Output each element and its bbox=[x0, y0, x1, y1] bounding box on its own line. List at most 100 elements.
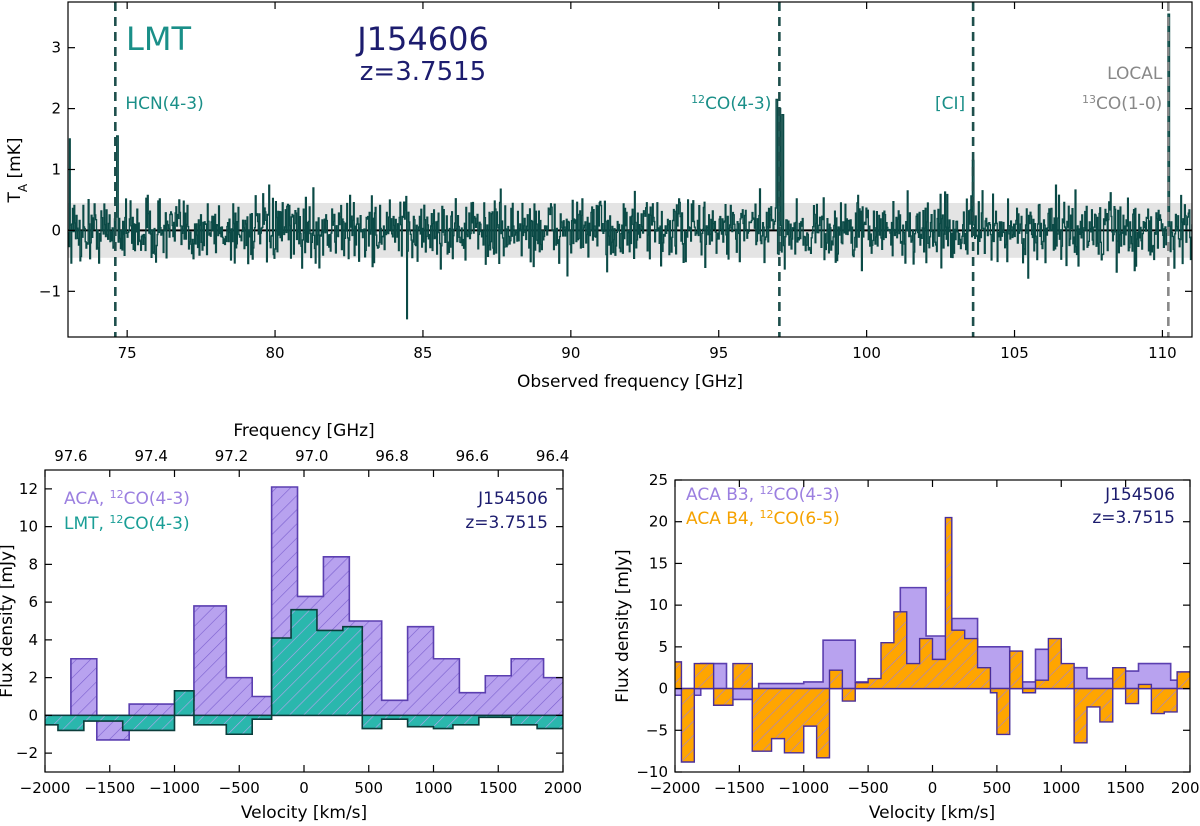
legend-sup: 12 bbox=[760, 484, 774, 497]
y-tick-label: 5 bbox=[658, 638, 668, 656]
top-tick-label: 97.0 bbox=[295, 447, 328, 465]
x-tick-label: 1500 bbox=[1107, 779, 1145, 797]
line-label: [CI] bbox=[935, 94, 965, 114]
y-axis-sub: A bbox=[16, 183, 30, 192]
x-tick-label: −500 bbox=[219, 779, 260, 797]
y-axis-label: Flux density [mJy] bbox=[0, 544, 17, 697]
x-tick-label: 2000 bbox=[544, 779, 582, 797]
y-tick-label: 3 bbox=[51, 39, 61, 57]
x-tick-label: 100 bbox=[852, 344, 881, 362]
line-label-name: [CI] bbox=[935, 94, 965, 114]
legend-sup: 12 bbox=[109, 513, 123, 526]
x-tick-label: 95 bbox=[709, 344, 728, 362]
top-tick-label: 96.8 bbox=[375, 447, 408, 465]
x-tick-label: −500 bbox=[848, 779, 889, 797]
y-tick-label: 10 bbox=[649, 596, 668, 614]
y-tick-label: 0 bbox=[658, 680, 668, 698]
x-tick-label: 1000 bbox=[414, 779, 452, 797]
y-tick-label: 4 bbox=[28, 631, 38, 649]
legend-prefix: ACA B3, bbox=[686, 485, 760, 505]
legend-suffix: CO(4-3) bbox=[123, 514, 189, 534]
legend-entry: LMT, 12CO(4-3) bbox=[64, 513, 190, 535]
x-tick-label: −2000 bbox=[650, 779, 701, 797]
top-tick-label: 96.4 bbox=[536, 447, 569, 465]
y-tick-label: 12 bbox=[19, 480, 38, 498]
top-tick-label: 97.2 bbox=[215, 447, 248, 465]
x-tick-label: 2000 bbox=[1171, 779, 1200, 797]
line-labels: HCN(4-3) 12CO(4-3) [CI] 13CO(1-0) LOCAL bbox=[125, 64, 1163, 114]
y-axis-unit: [mK] bbox=[5, 138, 25, 184]
y-tick-label: 2 bbox=[28, 669, 38, 687]
x-tick-label: 90 bbox=[561, 344, 580, 362]
x-ticks: −2000 −1500 −1000 −500 0 500 1000 1500 2000 bbox=[650, 480, 1200, 797]
legend-prefix: LMT, bbox=[64, 514, 109, 534]
x-ticks: −2000 −1500 −1000 −500 0 500 1000 1500 2000 bbox=[20, 470, 582, 797]
legend: ACA B3, 12CO(4-3)ACA B4, 12CO(6-5) bbox=[686, 484, 840, 530]
y-axis-main: T bbox=[5, 192, 25, 204]
x-axis-label: Velocity [km/s] bbox=[241, 803, 367, 823]
x-tick-label: −1500 bbox=[84, 779, 135, 797]
plot-frame bbox=[67, 1, 1193, 338]
y-tick-label: 15 bbox=[649, 554, 668, 572]
telescope-label: LMT bbox=[126, 20, 191, 58]
x-tick-label: −2000 bbox=[20, 779, 71, 797]
top-tick-label: 96.6 bbox=[456, 447, 489, 465]
y-tick-label: 1 bbox=[51, 161, 61, 179]
x-tick-label: 500 bbox=[983, 779, 1012, 797]
legend: ACA, 12CO(4-3)LMT, 12CO(4-3) bbox=[64, 488, 190, 535]
x-tick-label: −1500 bbox=[714, 779, 765, 797]
top-tick-label: 97.6 bbox=[54, 447, 87, 465]
y-tick-label: 8 bbox=[28, 555, 38, 573]
y-tick-label: −10 bbox=[636, 763, 668, 781]
y-tick-label: −1 bbox=[39, 282, 61, 300]
y-axis-label: Flux density [mJy] bbox=[613, 549, 633, 702]
x-tick-label: 110 bbox=[1148, 344, 1177, 362]
x-tick-label: 500 bbox=[354, 779, 383, 797]
y-ticks: −2 0 2 4 6 8 10 12 bbox=[16, 480, 563, 762]
line-label: 12CO(4-3) bbox=[691, 93, 771, 115]
x-tick-label: 1000 bbox=[1042, 779, 1080, 797]
top-tick-label: 97.4 bbox=[134, 447, 167, 465]
y-tick-label: −2 bbox=[16, 744, 38, 762]
spectrum-line bbox=[68, 13, 1192, 320]
line-label-name: CO(1-0) bbox=[1096, 94, 1162, 114]
y-tick-label: −5 bbox=[646, 721, 668, 739]
y-tick-label: 20 bbox=[649, 513, 668, 531]
aca-b4-co65-histogram bbox=[675, 516, 1190, 763]
x-tick-label: 105 bbox=[1000, 344, 1029, 362]
line-label: 13CO(1-0) bbox=[1082, 93, 1162, 115]
legend-suffix: CO(4-3) bbox=[774, 485, 840, 505]
legend-entry: ACA B3, 12CO(4-3) bbox=[686, 484, 840, 506]
x-axis-label: Velocity [km/s] bbox=[869, 803, 995, 823]
redshift-label: z=3.7515 bbox=[465, 513, 548, 533]
legend-suffix: CO(6-5) bbox=[774, 509, 840, 529]
source-name: J154506 bbox=[1104, 485, 1175, 505]
legend-entry: ACA B4, 12CO(6-5) bbox=[686, 508, 840, 530]
legend-sup: 12 bbox=[110, 488, 124, 501]
redshift-label: z=3.7515 bbox=[360, 57, 486, 87]
y-tick-label: 25 bbox=[649, 471, 668, 489]
line-markers bbox=[114, 2, 1170, 337]
aca-lmt-co43-panel: −2000 −1500 −1000 −500 0 500 1000 1500 2000 −2 0 2… bbox=[0, 421, 582, 823]
line-label-name: CO(4-3) bbox=[705, 94, 771, 114]
x-tick-label: 0 bbox=[299, 779, 309, 797]
y-tick-label: 10 bbox=[19, 518, 38, 536]
x-tick-label: 75 bbox=[118, 344, 137, 362]
source-name: J154606 bbox=[355, 20, 489, 58]
y-axis-label: TA [mK] bbox=[5, 138, 30, 204]
y-tick-label: 0 bbox=[28, 706, 38, 724]
top-axis-label: Frequency [GHz] bbox=[233, 421, 374, 441]
top-frequency-ticks: 97.6 97.4 97.2 97.0 96.8 96.6 96.4 bbox=[54, 447, 569, 465]
legend-prefix: ACA, bbox=[64, 489, 110, 509]
x-tick-label: 85 bbox=[413, 344, 432, 362]
x-ticks: 75 80 85 90 95 100 105 110 bbox=[118, 2, 1177, 362]
y-tick-label: 2 bbox=[51, 100, 61, 118]
legend-sup: 12 bbox=[760, 508, 774, 521]
line-label-extra: LOCAL bbox=[1107, 64, 1163, 84]
legend-prefix: ACA B4, bbox=[686, 509, 760, 529]
x-tick-label: 1500 bbox=[479, 779, 517, 797]
line-label: HCN(4-3) bbox=[125, 94, 203, 114]
line-label-sup: 12 bbox=[691, 93, 705, 106]
